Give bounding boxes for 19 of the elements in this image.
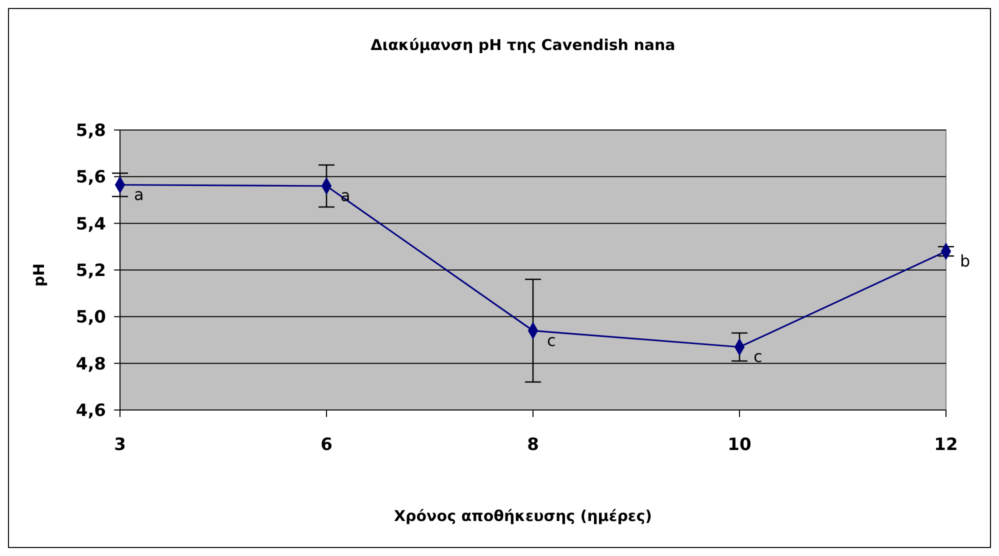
chart-title: Διακύμανση pH της Cavendish nana [370, 36, 676, 54]
x-tick-label: 12 [934, 435, 958, 455]
annotation: c [754, 347, 762, 366]
y-tick-label: 4,6 [76, 400, 106, 421]
y-tick-label: 5,8 [76, 120, 106, 141]
y-tick-label: 5,4 [76, 214, 106, 234]
x-tick-label: 3 [114, 435, 126, 455]
y-tick-label: 5,0 [76, 308, 106, 328]
annotation: a [134, 185, 144, 204]
y-axis-title: pH [30, 263, 48, 287]
y-tick-label: 5,6 [76, 168, 106, 188]
annotation: c [547, 330, 556, 350]
x-tick-label: 10 [728, 435, 752, 455]
y-tick-label: 4,8 [76, 354, 106, 374]
y-tick-label: 5,2 [76, 260, 106, 281]
x-axis-title: Χρόνος αποθήκευσης (ημέρες) [394, 507, 652, 525]
x-tick-label: 8 [527, 435, 539, 455]
x-tick-label: 6 [320, 435, 332, 455]
annotation: b [960, 252, 970, 271]
